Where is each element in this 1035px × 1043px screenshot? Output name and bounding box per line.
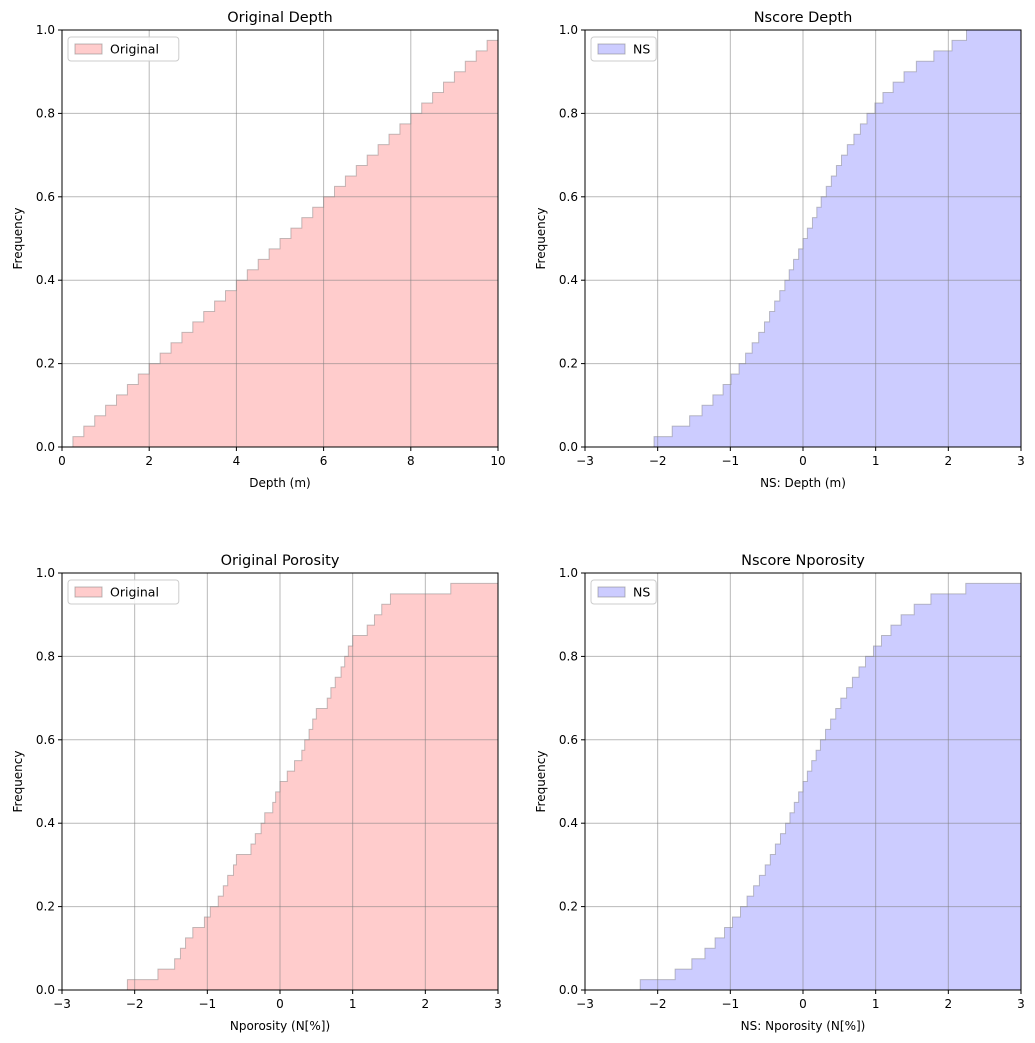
- x-tick-label: 2: [945, 454, 953, 468]
- legend-swatch: [597, 586, 626, 598]
- series-area-1: [72, 30, 499, 448]
- x-tick-label: 8: [407, 454, 415, 468]
- legend: Original: [67, 36, 180, 62]
- x-tick-label: −2: [126, 997, 144, 1011]
- y-axis-label: Frequency: [11, 751, 25, 813]
- y-tick-label: 0.8: [559, 106, 578, 120]
- x-tick-label: 2: [145, 454, 153, 468]
- y-tick-label: 0.4: [36, 273, 55, 287]
- x-tick-label: 1: [349, 997, 357, 1011]
- x-tick-label: −1: [721, 997, 739, 1011]
- y-tick-label: 0.0: [36, 983, 55, 997]
- series-area-1: [639, 573, 1022, 991]
- chart-title: Nscore Nporosity: [741, 553, 865, 569]
- x-tick-label: 0: [58, 454, 66, 468]
- chart-title: Nscore Depth: [754, 10, 853, 26]
- chart-title: Original Porosity: [221, 553, 340, 569]
- y-tick-label: 0.8: [36, 649, 55, 663]
- x-tick-label: −3: [53, 997, 71, 1011]
- x-tick-label: 0: [276, 997, 284, 1011]
- x-tick-label: 1: [872, 454, 880, 468]
- y-tick-label: 0.2: [559, 357, 578, 371]
- x-tick-label: −3: [576, 997, 594, 1011]
- chart-panel-2: −3 −2 −1 0 1 2 3 0.0 0.2 0.4 0.6 0.8 1.0 Nscore Depth…: [534, 10, 1025, 490]
- chart-panel-1: 0 2 4 6 8 10 0.0 0.2 0.4 0.6 0.8 1.0 Original Depth D…: [11, 10, 506, 490]
- y-tick-label: 0.6: [559, 733, 578, 747]
- x-tick-label: 3: [1017, 997, 1025, 1011]
- y-axis-label: Frequency: [534, 751, 548, 813]
- y-tick-label: 1.0: [559, 566, 578, 580]
- x-axis-label: NS: Nporosity (N[%]): [741, 1019, 866, 1033]
- x-tick-label: −2: [649, 454, 667, 468]
- x-axis-label: NS: Depth (m): [760, 476, 846, 490]
- legend: NS: [590, 579, 657, 605]
- axes-frame: [61, 29, 499, 448]
- y-tick-label: 0.6: [36, 733, 55, 747]
- x-tick-label: −3: [576, 454, 594, 468]
- y-tick-label: 1.0: [36, 566, 55, 580]
- y-tick-label: 0.6: [559, 190, 578, 204]
- y-axis-label: Frequency: [11, 208, 25, 270]
- legend-label: NS: [633, 42, 650, 57]
- x-tick-label: −1: [198, 997, 216, 1011]
- y-axis-label: Frequency: [534, 208, 548, 270]
- chart-panel-3: −3 −2 −1 0 1 2 3 0.0 0.2 0.4 0.6 0.8 1.0 Original Por…: [11, 553, 502, 1033]
- y-tick-label: 0.0: [559, 983, 578, 997]
- y-tick-label: 0.2: [559, 900, 578, 914]
- legend-label: NS: [633, 585, 650, 600]
- y-tick-label: 0.4: [36, 816, 55, 830]
- legend-box: [67, 36, 180, 62]
- y-tick-label: 0.0: [36, 440, 55, 454]
- x-tick-label: 3: [494, 997, 502, 1011]
- series-area-1: [126, 573, 499, 991]
- legend-swatch: [74, 43, 103, 55]
- chart-title: Original Depth: [227, 10, 333, 26]
- x-axis-label: Nporosity (N[%]): [230, 1019, 330, 1033]
- x-axis-label: Depth (m): [249, 476, 310, 490]
- y-tick-label: 1.0: [559, 23, 578, 37]
- chart-panel-4: −3 −2 −1 0 1 2 3 0.0 0.2 0.4 0.6 0.8 1.0 Nscore Nporo…: [534, 553, 1025, 1033]
- x-tick-label: −2: [649, 997, 667, 1011]
- legend-swatch: [597, 43, 626, 55]
- legend: NS: [590, 36, 657, 62]
- x-tick-label: 10: [490, 454, 505, 468]
- legend-box: [67, 579, 180, 605]
- x-tick-label: 2: [422, 997, 430, 1011]
- series-area-1: [653, 29, 1022, 448]
- x-tick-label: 1: [872, 997, 880, 1011]
- y-tick-label: 0.4: [559, 273, 578, 287]
- y-tick-label: 0.4: [559, 816, 578, 830]
- x-tick-label: 0: [799, 997, 807, 1011]
- legend: Original: [67, 579, 180, 605]
- x-tick-label: 6: [320, 454, 328, 468]
- y-tick-label: 0.2: [36, 357, 55, 371]
- y-tick-label: 0.8: [36, 106, 55, 120]
- y-tick-label: 1.0: [36, 23, 55, 37]
- x-tick-label: 3: [1017, 454, 1025, 468]
- x-tick-label: −1: [721, 454, 739, 468]
- x-tick-label: 2: [945, 997, 953, 1011]
- y-tick-label: 0.2: [36, 900, 55, 914]
- y-tick-label: 0.6: [36, 190, 55, 204]
- legend-label: Original: [110, 585, 159, 600]
- x-tick-label: 4: [233, 454, 241, 468]
- legend-swatch: [74, 586, 103, 598]
- legend-label: Original: [110, 42, 159, 57]
- x-tick-label: 0: [799, 454, 807, 468]
- y-tick-label: 0.8: [559, 649, 578, 663]
- y-tick-label: 0.0: [559, 440, 578, 454]
